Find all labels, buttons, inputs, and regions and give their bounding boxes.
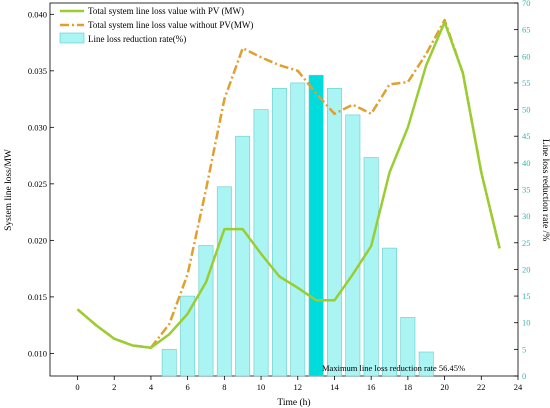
x-tick-label-22: 22 (477, 382, 486, 392)
y-tick-label-4: 0.030 (28, 122, 47, 132)
x-tick-label-18: 18 (404, 382, 413, 392)
x-tick-label-10: 10 (257, 382, 266, 392)
bar-reduction-rate-13h (308, 74, 324, 377)
legend: Total system line loss value with PV (MW… (59, 6, 253, 44)
bars-layer (161, 74, 434, 377)
x-tick-label-8: 8 (222, 382, 226, 392)
x-tick-label-14: 14 (330, 382, 339, 392)
x-tick-label-2: 2 (112, 382, 116, 392)
y-axis-left: 0.010 0.015 0.020 0.025 0.030 0.035 0.040 (28, 9, 54, 358)
y2-tick-label-45: 45 (522, 131, 531, 141)
bar-reduction-rate-15h (345, 114, 361, 377)
lines-layer (76, 18, 501, 349)
legend-swatch-reduction-rate (59, 32, 85, 44)
x-tick-label-0: 0 (75, 382, 79, 392)
y-axis-label: System line loss/MW (4, 149, 14, 231)
bar-reduction-rate-12h (290, 82, 306, 377)
y-tick-label-3: 0.025 (28, 179, 47, 189)
bar-reduction-rate-17h (382, 247, 397, 377)
bar-reduction-rate-19h (418, 351, 434, 377)
bar-reduction-rate-6h (180, 295, 196, 377)
y2-tick-label-65: 65 (522, 25, 531, 35)
legend-label-without-pv: Total system line loss value without PV(… (88, 20, 253, 30)
y2-tick-label-20: 20 (522, 264, 531, 274)
x-tick-label-20: 20 (440, 382, 449, 392)
y2-tick-label-10: 10 (522, 318, 531, 328)
y2-tick-label-5: 5 (522, 344, 526, 354)
y2-tick-label-70: 70 (522, 0, 531, 8)
legend-label-with-pv: Total system line loss value with PV (MW… (88, 6, 244, 16)
bar-reduction-rate-14h (326, 88, 342, 377)
bar-reduction-rate-8h (216, 186, 232, 377)
y2-axis-label: Line loss reduction rate /% (540, 139, 550, 241)
bar-reduction-rate-16h (363, 157, 379, 377)
y2-tick-label-0: 0 (522, 371, 526, 381)
line-without-pv (76, 18, 501, 349)
y2-tick-label-30: 30 (522, 211, 531, 221)
y2-tick-label-35: 35 (522, 185, 531, 195)
x-tick-label-4: 4 (149, 382, 154, 392)
bar-reduction-rate-11h (271, 88, 287, 377)
bar-reduction-rate-10h (253, 109, 269, 377)
y2-tick-label-55: 55 (522, 78, 531, 88)
legend-label-reduction-rate: Line loss reduction rate(%) (88, 34, 186, 44)
bar-reduction-rate-7h (198, 245, 214, 377)
x-axis: 0 2 4 6 8 10 12 14 16 18 20 22 24 (75, 376, 523, 392)
x-tick-label-16: 16 (367, 382, 376, 392)
x-tick-label-6: 6 (186, 382, 190, 392)
bar-reduction-rate-9h (235, 135, 251, 377)
x-axis-label: Time (h) (277, 397, 310, 408)
y2-tick-label-40: 40 (522, 158, 531, 168)
y-axis-right: 0 5 10 15 20 25 30 35 40 45 50 55 60 65 70 (514, 0, 531, 381)
line-with-pv (76, 20, 501, 349)
y-tick-label-5: 0.035 (28, 66, 47, 76)
y-tick-label-1: 0.015 (28, 292, 47, 302)
y-tick-label-2: 0.020 (28, 235, 47, 245)
max-reduction-annotation: Maximum line loss reduction rate 56.45% (322, 363, 465, 373)
y-tick-label-0: 0.010 (28, 348, 47, 358)
x-tick-label-12: 12 (294, 382, 303, 392)
y2-tick-label-60: 60 (522, 51, 531, 61)
bar-reduction-rate-5h (161, 349, 177, 377)
y2-tick-label-25: 25 (522, 238, 531, 248)
y-tick-label-6: 0.040 (28, 9, 47, 19)
y2-tick-label-15: 15 (522, 291, 531, 301)
x-tick-label-24: 24 (514, 382, 523, 392)
y2-tick-label-50: 50 (522, 105, 531, 115)
